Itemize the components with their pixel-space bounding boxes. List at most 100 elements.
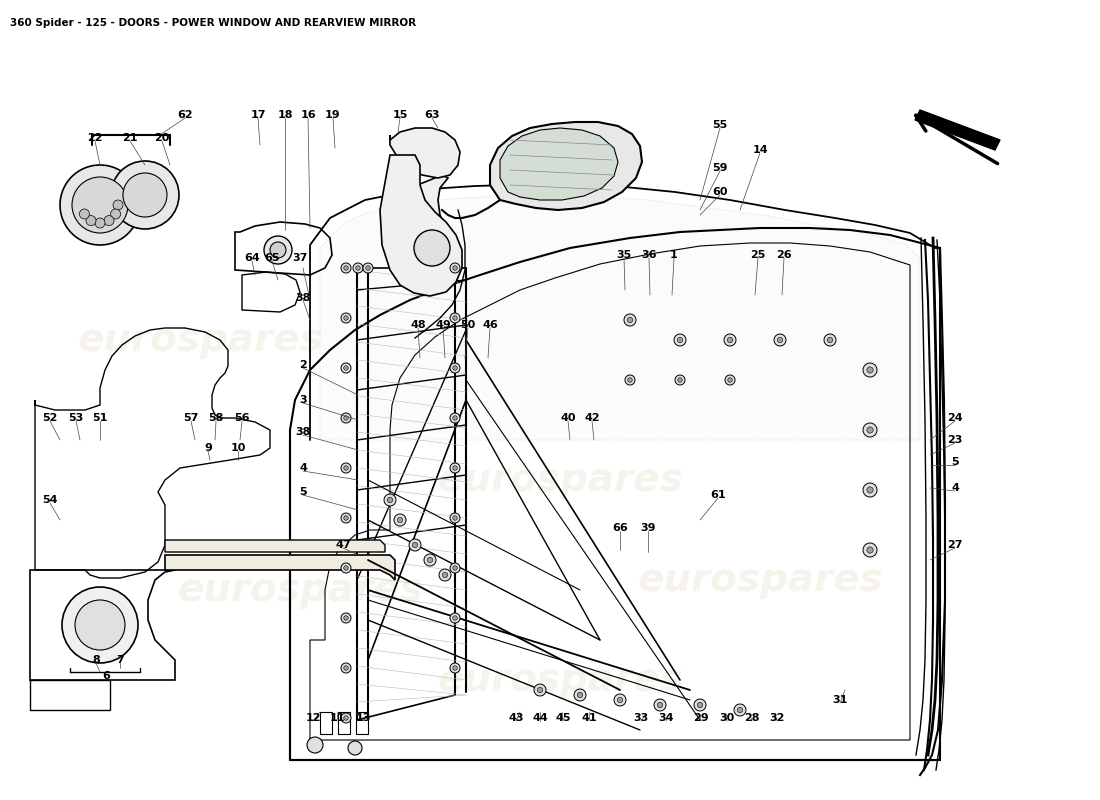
Text: 20: 20 bbox=[154, 133, 169, 143]
Text: 10: 10 bbox=[230, 443, 245, 453]
Circle shape bbox=[387, 498, 393, 502]
Circle shape bbox=[678, 378, 682, 382]
Circle shape bbox=[394, 514, 406, 526]
Circle shape bbox=[123, 173, 167, 217]
Text: 38: 38 bbox=[295, 427, 310, 437]
Circle shape bbox=[343, 316, 349, 320]
Circle shape bbox=[341, 663, 351, 673]
Circle shape bbox=[384, 494, 396, 506]
Text: 31: 31 bbox=[833, 695, 848, 705]
Circle shape bbox=[627, 318, 632, 322]
Circle shape bbox=[75, 600, 125, 650]
Text: 38: 38 bbox=[295, 293, 310, 303]
Text: 47: 47 bbox=[336, 540, 351, 550]
Circle shape bbox=[675, 375, 685, 385]
Circle shape bbox=[778, 338, 783, 342]
Circle shape bbox=[341, 463, 351, 473]
Circle shape bbox=[79, 209, 89, 219]
Circle shape bbox=[414, 230, 450, 266]
Circle shape bbox=[697, 702, 703, 708]
Text: 50: 50 bbox=[461, 320, 475, 330]
Circle shape bbox=[341, 513, 351, 523]
Bar bbox=[320, 712, 332, 734]
Circle shape bbox=[341, 313, 351, 323]
Text: eurospares: eurospares bbox=[437, 661, 683, 699]
Circle shape bbox=[534, 684, 546, 696]
Circle shape bbox=[341, 613, 351, 623]
Text: 3: 3 bbox=[299, 395, 307, 405]
Text: 53: 53 bbox=[68, 413, 84, 423]
Circle shape bbox=[343, 466, 349, 470]
Circle shape bbox=[824, 334, 836, 346]
Text: 51: 51 bbox=[92, 413, 108, 423]
Circle shape bbox=[867, 547, 873, 553]
Circle shape bbox=[867, 427, 873, 433]
Circle shape bbox=[654, 699, 666, 711]
Circle shape bbox=[353, 263, 363, 273]
Text: 26: 26 bbox=[777, 250, 792, 260]
Circle shape bbox=[450, 263, 460, 273]
Text: 360 Spider - 125 - DOORS - POWER WINDOW AND REARVIEW MIRROR: 360 Spider - 125 - DOORS - POWER WINDOW … bbox=[10, 18, 416, 28]
Polygon shape bbox=[400, 175, 460, 280]
Polygon shape bbox=[320, 196, 920, 440]
Circle shape bbox=[624, 314, 636, 326]
Polygon shape bbox=[165, 540, 385, 552]
Text: 19: 19 bbox=[326, 110, 341, 120]
Circle shape bbox=[625, 375, 635, 385]
Circle shape bbox=[453, 566, 458, 570]
Circle shape bbox=[453, 516, 458, 520]
Circle shape bbox=[628, 378, 632, 382]
Text: 22: 22 bbox=[87, 133, 102, 143]
Circle shape bbox=[450, 663, 460, 673]
Text: 40: 40 bbox=[560, 413, 575, 423]
Text: 55: 55 bbox=[713, 120, 727, 130]
Text: 27: 27 bbox=[947, 540, 962, 550]
Circle shape bbox=[72, 177, 128, 233]
Circle shape bbox=[727, 338, 733, 342]
Text: 32: 32 bbox=[769, 713, 784, 723]
Circle shape bbox=[343, 566, 349, 570]
Circle shape bbox=[827, 338, 833, 342]
Circle shape bbox=[341, 363, 351, 373]
Circle shape bbox=[341, 713, 351, 723]
Circle shape bbox=[453, 466, 458, 470]
Text: 15: 15 bbox=[393, 110, 408, 120]
Circle shape bbox=[412, 542, 418, 548]
Text: 12: 12 bbox=[306, 713, 321, 723]
Circle shape bbox=[453, 366, 458, 370]
Text: 5: 5 bbox=[299, 487, 307, 497]
Text: 36: 36 bbox=[641, 250, 657, 260]
Circle shape bbox=[343, 516, 349, 520]
Circle shape bbox=[864, 483, 877, 497]
Text: 52: 52 bbox=[42, 413, 57, 423]
Polygon shape bbox=[915, 110, 1000, 150]
Text: 4: 4 bbox=[299, 463, 307, 473]
Circle shape bbox=[450, 513, 460, 523]
Circle shape bbox=[363, 263, 373, 273]
Circle shape bbox=[864, 543, 877, 557]
Circle shape bbox=[774, 334, 786, 346]
Circle shape bbox=[453, 616, 458, 620]
Bar bbox=[338, 712, 350, 734]
Circle shape bbox=[453, 416, 458, 420]
Text: 17: 17 bbox=[251, 110, 266, 120]
Text: eurospares: eurospares bbox=[437, 461, 683, 499]
Circle shape bbox=[343, 366, 349, 370]
Circle shape bbox=[355, 266, 361, 270]
Circle shape bbox=[574, 689, 586, 701]
Text: 65: 65 bbox=[264, 253, 279, 263]
Circle shape bbox=[264, 236, 292, 264]
Text: eurospares: eurospares bbox=[637, 561, 883, 599]
Circle shape bbox=[450, 363, 460, 373]
Text: 61: 61 bbox=[711, 490, 726, 500]
Text: 18: 18 bbox=[277, 110, 293, 120]
Text: 48: 48 bbox=[410, 320, 426, 330]
Circle shape bbox=[617, 698, 623, 702]
Text: 6: 6 bbox=[102, 671, 110, 681]
Text: 37: 37 bbox=[293, 253, 308, 263]
Circle shape bbox=[450, 313, 460, 323]
Circle shape bbox=[60, 165, 140, 245]
Text: 56: 56 bbox=[234, 413, 250, 423]
Circle shape bbox=[427, 558, 432, 562]
Circle shape bbox=[341, 413, 351, 423]
